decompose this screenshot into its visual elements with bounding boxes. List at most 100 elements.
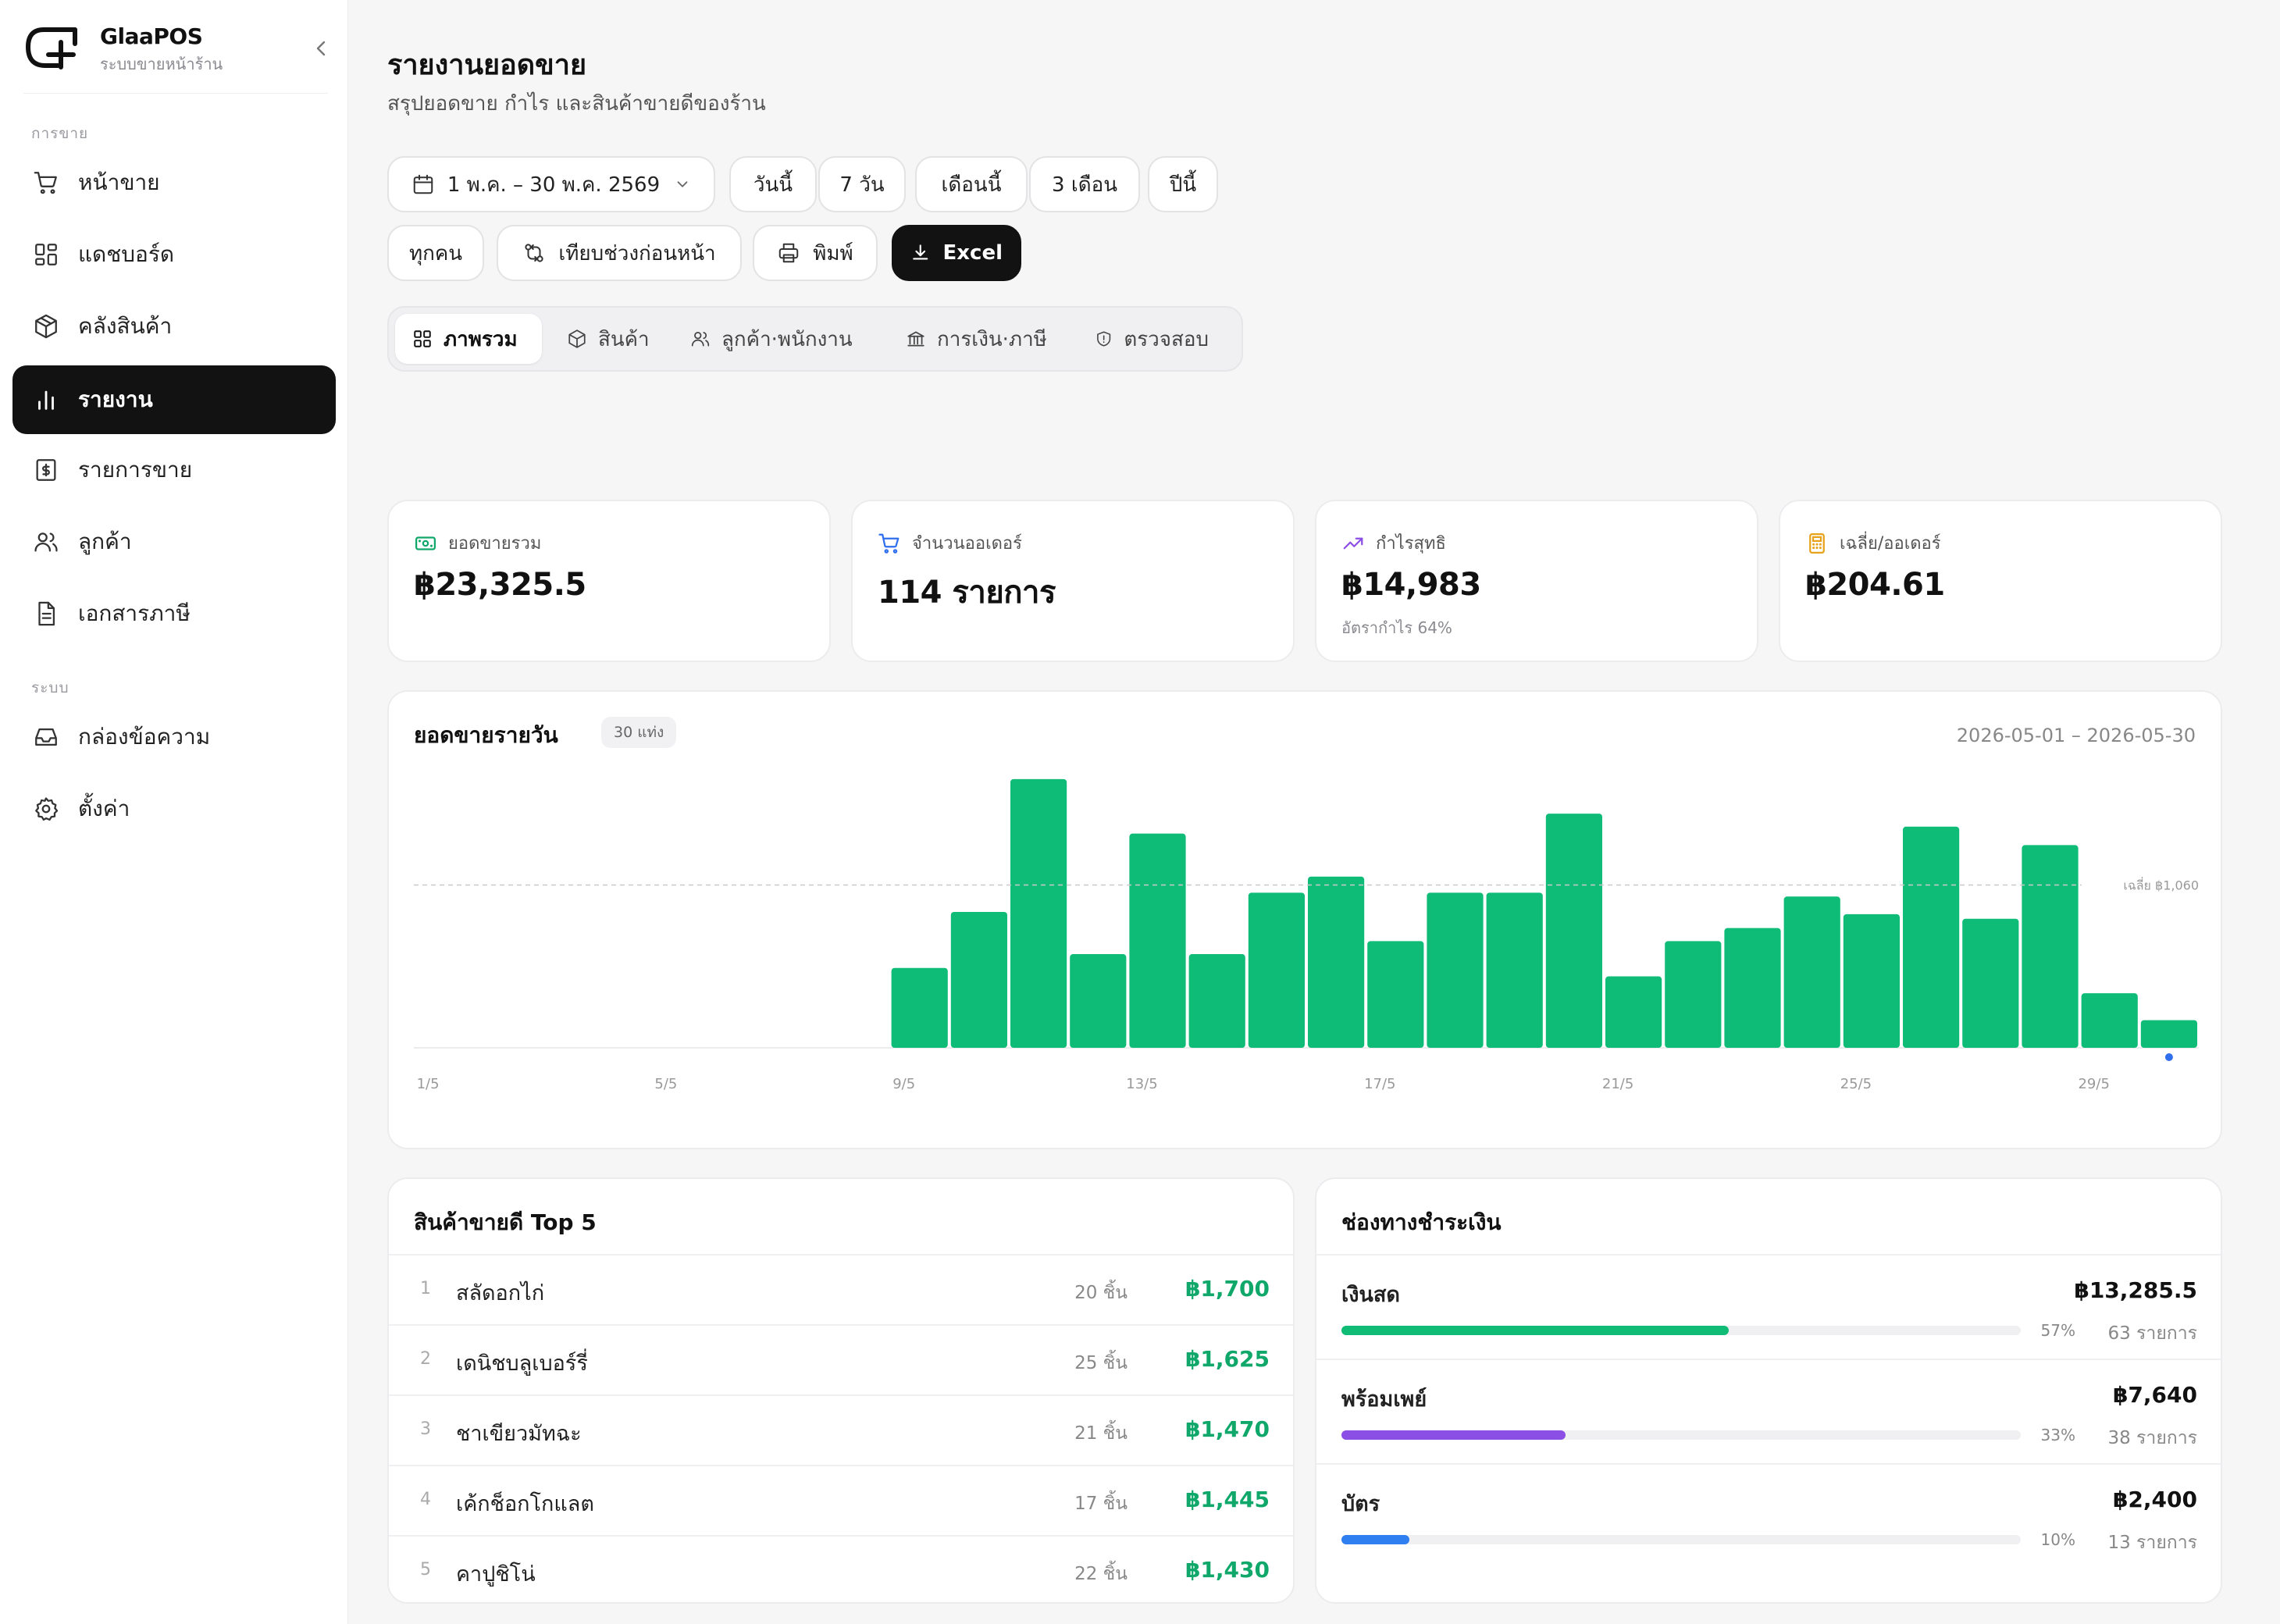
product-qty: 17 ชิ้น	[1074, 1494, 1128, 1514]
tab-overview[interactable]: ภาพรวม	[395, 314, 542, 364]
payment-methods-card: ช่องทางชำระเงิน เงินสด ฿13,285.5 57% 63 …	[1315, 1177, 2222, 1604]
product-name: สลัดอกไก่	[456, 1281, 545, 1305]
tab-customers-staff[interactable]: ลูกค้า·พนักงาน	[673, 314, 882, 364]
tab-label: ภาพรวม	[444, 327, 518, 351]
list-item[interactable]: 1 สลัดอกไก่ 20 ชิ้น ฿1,700	[389, 1254, 1293, 1324]
sidebar-item-reports[interactable]: รายงาน	[12, 365, 336, 434]
page-title: รายงานยอดขาย	[387, 49, 587, 81]
kpi-card-net-profit: กำไรสุทธิ ฿14,983 อัตรากำไร 64%	[1315, 500, 1758, 662]
compare-label: เทียบช่วงก่อนหน้า	[558, 241, 716, 265]
sidebar-item-label: ลูกค้า	[78, 529, 132, 554]
chart-bar	[1724, 928, 1781, 1048]
compare-icon	[525, 244, 543, 262]
x-tick-label: 25/5	[1840, 1076, 1872, 1092]
date-range-picker[interactable]: 1 พ.ค. – 30 พ.ค. 2569	[387, 156, 715, 212]
product-name: เดนิชบลูเบอร์รี่	[456, 1352, 588, 1376]
payment-row-promptpay: พร้อมเพย์ ฿7,640 33% 38 รายการ	[1316, 1359, 2221, 1463]
export-excel-button[interactable]: Excel	[892, 225, 1021, 281]
rank-number: 4	[420, 1490, 431, 1509]
range-7days-button[interactable]: 7 วัน	[818, 156, 906, 212]
tab-label: การเงิน·ภาษี	[937, 327, 1047, 351]
list-item[interactable]: 4 เค้กช็อกโกแลต 17 ชิ้น ฿1,445	[389, 1465, 1293, 1535]
excel-label: Excel	[942, 241, 1003, 265]
tab-products[interactable]: สินค้า	[550, 314, 667, 364]
chart-bar	[1843, 914, 1900, 1048]
list-item[interactable]: 3 ชาเขียวมัทฉะ 21 ชิ้น ฿1,470	[389, 1394, 1293, 1465]
tab-finance-tax[interactable]: การเงิน·ภาษี	[889, 314, 1071, 364]
brand: GlaaPOS ระบบขายหน้าร้าน	[23, 20, 328, 94]
users-icon	[691, 332, 710, 347]
tab-label: ตรวจสอบ	[1124, 327, 1209, 351]
chart-bar	[1962, 918, 2019, 1048]
download-icon	[913, 244, 928, 260]
kpi-value: 114 รายการ	[878, 575, 1056, 611]
gear-icon	[31, 794, 61, 824]
chart-bar	[1129, 833, 1186, 1048]
print-label: พิมพ์	[813, 241, 853, 265]
cart-icon	[31, 168, 61, 198]
sidebar-item-inbox[interactable]: กล่องข้อความ	[12, 703, 336, 771]
product-name: คาปูชิโน่	[456, 1562, 536, 1587]
date-range-value: 1 พ.ค. – 30 พ.ค. 2569	[447, 173, 661, 197]
daily-sales-card: ยอดขายรายวัน 30 แท่ง 2026-05-01 – 2026-0…	[387, 690, 2222, 1149]
chart-bar	[1605, 976, 1662, 1048]
document-icon	[31, 599, 61, 629]
range-today-button[interactable]: วันนี้	[729, 156, 817, 212]
today-marker-dot	[2164, 1053, 2173, 1061]
payment-name: บัตร	[1341, 1492, 1380, 1516]
sidebar-item-tax-docs[interactable]: เอกสารภาษี	[12, 579, 336, 648]
bar-count-badge: 30 แท่ง	[601, 717, 677, 748]
kpi-value: ฿204.61	[1805, 567, 1945, 603]
chart-bar	[2140, 1020, 2197, 1048]
sidebar-item-sales-list[interactable]: รายการขาย	[12, 436, 336, 504]
sidebar-item-dashboard[interactable]: แดชบอร์ด	[12, 220, 336, 289]
kpi-card-avg-order: เฉลี่ย/ออเดอร์ ฿204.61	[1779, 500, 2222, 662]
collapse-sidebar-icon[interactable]	[308, 34, 336, 62]
rank-number: 1	[420, 1279, 431, 1298]
payment-name: พร้อมเพย์	[1341, 1387, 1427, 1412]
payment-count: 63 รายการ	[2107, 1323, 2197, 1344]
grid-icon	[414, 330, 431, 347]
sidebar: GlaaPOS ระบบขายหน้าร้าน การขาย หน้าขาย แ…	[0, 0, 348, 1624]
product-amount: ฿1,470	[1185, 1416, 1270, 1442]
staff-filter-button[interactable]: ทุกคน	[387, 225, 484, 281]
kpi-label: เฉลี่ย/ออเดอร์	[1805, 529, 1941, 557]
chevron-down-icon	[677, 181, 688, 187]
rank-number: 5	[420, 1560, 431, 1579]
chart-date-range: 2026-05-01 – 2026-05-30	[1956, 725, 2196, 746]
average-label: เฉลี่ย ฿1,060	[2123, 877, 2199, 893]
payment-share-fill	[1341, 1535, 1409, 1544]
compare-previous-button[interactable]: เทียบช่วงก่อนหน้า	[497, 225, 742, 281]
range-this-year-button[interactable]: ปีนี้	[1148, 156, 1218, 212]
tab-audit[interactable]: ตรวจสอบ	[1078, 314, 1226, 364]
product-amount: ฿1,625	[1185, 1346, 1270, 1372]
sidebar-item-settings[interactable]: ตั้งค่า	[12, 775, 336, 843]
chart-bar	[1783, 896, 1840, 1048]
cart-icon	[878, 533, 900, 554]
print-button[interactable]: พิมพ์	[753, 225, 878, 281]
kpi-card-total-sales: ยอดขายรวม ฿23,325.5	[387, 500, 831, 662]
brand-subtitle: ระบบขายหน้าร้าน	[100, 55, 223, 73]
sidebar-item-pos[interactable]: หน้าขาย	[12, 148, 336, 217]
page-subtitle: สรุปยอดขาย กำไร และสินค้าขายดีของร้าน	[387, 92, 766, 116]
list-item[interactable]: 5 คาปูชิโน่ 22 ชิ้น ฿1,430	[389, 1535, 1293, 1605]
sidebar-item-label: เอกสารภาษี	[78, 600, 191, 626]
payment-amount: ฿2,400	[2112, 1487, 2197, 1512]
list-item[interactable]: 2 เดนิชบลูเบอร์รี่ 25 ชิ้น ฿1,625	[389, 1324, 1293, 1394]
chart-bar	[2022, 845, 2079, 1048]
sidebar-item-label: คลังสินค้า	[78, 313, 173, 339]
sidebar-item-customers[interactable]: ลูกค้า	[12, 508, 336, 576]
sidebar-item-inventory[interactable]: คลังสินค้า	[12, 292, 336, 361]
section-label-system: ระบบ	[31, 679, 69, 696]
sidebar-item-label: รายงาน	[78, 386, 153, 412]
payment-percent: 57%	[2040, 1321, 2075, 1340]
kpi-label: กำไรสุทธิ	[1341, 529, 1446, 557]
rank-number: 2	[420, 1349, 431, 1369]
shield-icon	[1097, 331, 1111, 347]
x-tick-label: 5/5	[654, 1076, 677, 1092]
chart-bar	[891, 967, 948, 1048]
range-this-month-button[interactable]: เดือนนี้	[915, 156, 1028, 212]
product-name: ชาเขียวมัทฉะ	[456, 1422, 582, 1446]
brand-logo-icon	[25, 27, 77, 69]
range-3months-button[interactable]: 3 เดือน	[1029, 156, 1140, 212]
